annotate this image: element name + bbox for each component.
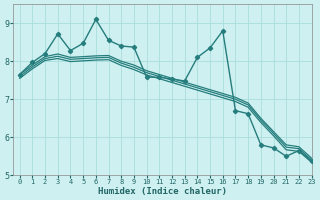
X-axis label: Humidex (Indice chaleur): Humidex (Indice chaleur) bbox=[98, 187, 227, 196]
